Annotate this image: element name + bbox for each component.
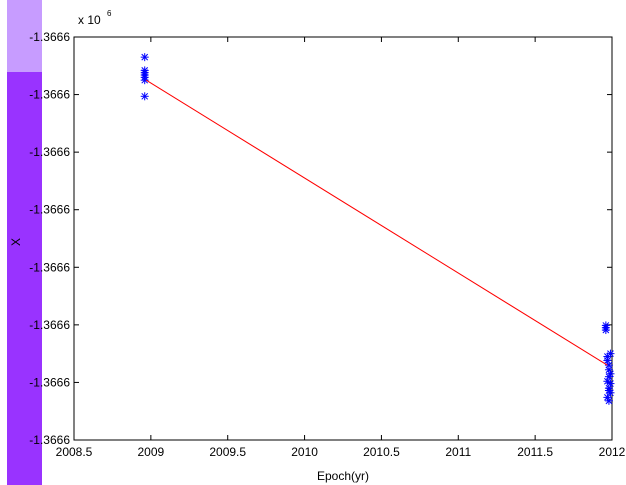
y-tick-label: -1.3666 — [29, 260, 70, 274]
data-point — [606, 369, 615, 378]
exponent-power: 6 — [107, 9, 112, 18]
x-tick-label: 2009 — [138, 445, 165, 459]
x-tick-label: 2011.5 — [517, 445, 553, 459]
data-point — [140, 53, 149, 62]
x-ticks: 2008.5 2009 2009.5 2010 2010.5 2011 2011.5 2012 — [56, 37, 626, 459]
fit-line — [145, 79, 608, 366]
data-point — [604, 396, 613, 405]
y-ticks: -1.3666 -1.3666 -1.3666 -1.3666 -1.3666 -1.36… — [29, 30, 612, 447]
y-tick-label: -1.3666 — [29, 433, 70, 447]
y-tick-label: -1.3666 — [29, 203, 70, 217]
y-tick-label: -1.3666 — [29, 88, 70, 102]
x-tick-label: 2010 — [291, 445, 318, 459]
left-band-light — [7, 0, 42, 72]
y-tick-label: -1.3666 — [29, 375, 70, 389]
data-point — [606, 349, 615, 358]
y-tick-label: -1.3666 — [29, 30, 70, 44]
x-tick-label: 2011 — [445, 445, 471, 459]
data-point — [140, 76, 149, 85]
x-tick-label: 2012 — [599, 445, 626, 459]
x-axis-label: Epoch(yr) — [317, 469, 369, 483]
y-tick-label: -1.3666 — [29, 318, 70, 332]
x-tick-label: 2010.5 — [363, 445, 400, 459]
y-axis-label: X — [9, 238, 23, 246]
plot-area — [73, 36, 613, 441]
x-tick-label: 2008.5 — [56, 445, 93, 459]
x-tick-label: 2009.5 — [209, 445, 246, 459]
data-point — [601, 326, 610, 335]
data-point — [140, 92, 149, 101]
y-tick-label: -1.3666 — [29, 145, 70, 159]
data-point — [604, 386, 613, 395]
exponent-base: x 10 — [78, 13, 101, 27]
series-layer — [140, 53, 615, 405]
left-band-dark — [7, 72, 42, 485]
